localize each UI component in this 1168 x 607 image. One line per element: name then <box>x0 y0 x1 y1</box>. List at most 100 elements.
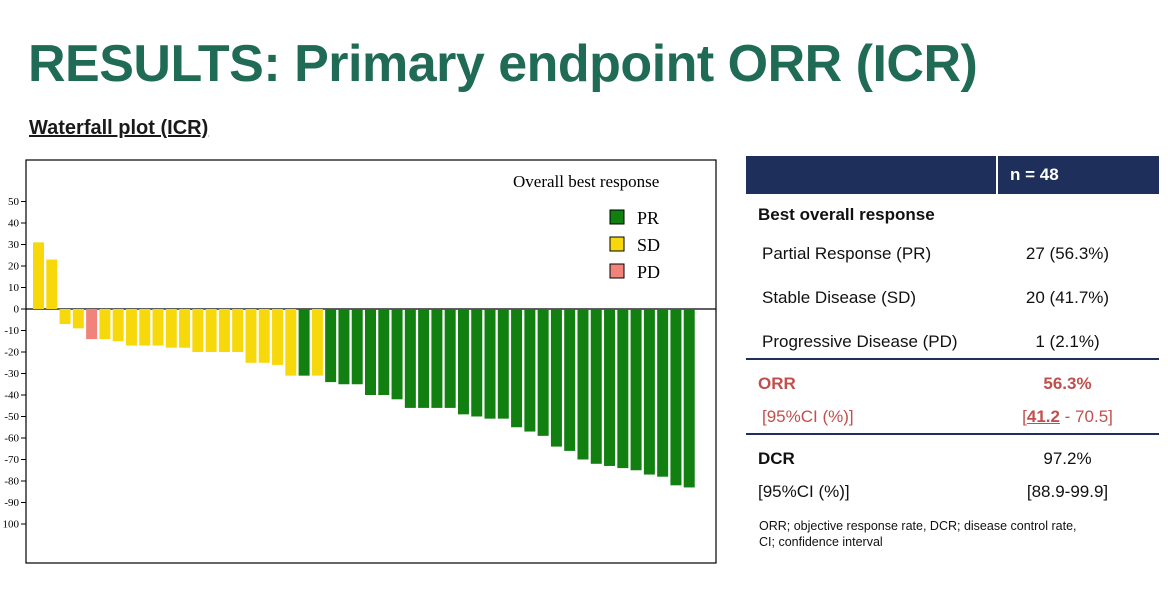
y-tick-label: 30 <box>8 239 20 251</box>
orr-ci-value: [41.2 - 70.5] <box>976 407 1159 427</box>
y-tick-label: 0 <box>14 304 20 316</box>
bar-pr <box>298 309 310 376</box>
bar-sd <box>46 259 58 309</box>
bar-sd <box>258 309 270 363</box>
orr-ci-row: [95%CI (%)] [41.2 - 70.5] <box>746 402 1159 432</box>
bar-sd <box>72 309 84 329</box>
table-divider <box>746 433 1159 435</box>
row-value: 1 (2.1%) <box>1035 332 1100 351</box>
bar-sd <box>285 309 297 376</box>
table-row: Progressive Disease (PD) 1 (2.1%) <box>746 327 1159 357</box>
footnote-line: ORR; objective response rate, DCR; disea… <box>759 519 1077 533</box>
bar-sd <box>59 309 71 325</box>
orr-ci-label: [95%CI (%)] <box>762 407 854 426</box>
legend-label-pr: PR <box>637 208 659 228</box>
row-label: Progressive Disease (PD) <box>762 332 958 351</box>
orr-ci-low: 41.2 <box>1026 407 1060 426</box>
bar-pr <box>643 309 655 475</box>
legend-swatch-pr <box>609 209 625 225</box>
bar-pr <box>524 309 536 432</box>
bar-sd <box>152 309 164 346</box>
row-label: Partial Response (PR) <box>762 244 932 263</box>
bar-pr <box>444 309 456 408</box>
y-tick-label: -70 <box>4 454 19 466</box>
bar-sd <box>165 309 177 348</box>
y-tick-label: 100 <box>3 519 20 531</box>
row-value: 27 (56.3%) <box>1025 244 1110 263</box>
y-tick-label: -50 <box>4 411 19 423</box>
bar-sd <box>125 309 137 346</box>
results-table: n = 48 Best overall response Partial Res… <box>746 156 1159 501</box>
bar-sd <box>232 309 244 352</box>
bar-sd <box>192 309 204 352</box>
bar-pr <box>537 309 549 436</box>
y-tick-label: 10 <box>8 282 20 294</box>
plot-frame <box>25 159 717 564</box>
row-value: 20 (41.7%) <box>1025 288 1110 307</box>
sample-size: n = 48 <box>1010 165 1059 184</box>
bar-sd <box>33 242 44 309</box>
dcr-ci-row: [95%CI (%)] [88.9-99.9] <box>746 477 1159 507</box>
y-tick-label: -10 <box>4 325 19 337</box>
bar-sd <box>245 309 257 363</box>
bar-pr <box>670 309 682 486</box>
orr-value: 56.3% <box>1043 374 1092 393</box>
bar-pr <box>497 309 509 419</box>
bar-pd <box>86 309 98 340</box>
bars-group <box>33 242 695 488</box>
bar-pr <box>590 309 602 464</box>
header-divider <box>996 156 998 194</box>
bar-pr <box>431 309 443 408</box>
bar-pr <box>404 309 416 408</box>
row-label: Stable Disease (SD) <box>762 288 917 307</box>
bar-pr <box>457 309 469 415</box>
y-axis: 50403020100-10-20-30-40-50-60-70-80-9010… <box>3 196 26 531</box>
bar-pr <box>564 309 576 451</box>
bar-pr <box>338 309 350 385</box>
bar-pr <box>365 309 376 395</box>
bar-pr <box>683 309 695 488</box>
y-tick-label: 40 <box>8 218 20 230</box>
best-overall-response-heading: Best overall response <box>758 205 935 224</box>
legend-title: Overall best response <box>513 172 659 191</box>
bar-sd <box>311 309 323 376</box>
y-tick-label: 50 <box>8 196 20 208</box>
y-tick-label: -20 <box>4 347 19 359</box>
dcr-value: 97.2% <box>1043 449 1092 468</box>
dcr-label: DCR <box>758 449 795 468</box>
bar-pr <box>391 309 403 400</box>
y-tick-label: -60 <box>4 433 19 445</box>
table-row: Partial Response (PR) 27 (56.3%) <box>746 239 1159 269</box>
orr-ci-rest: - 70.5] <box>1059 407 1113 426</box>
bar-pr <box>325 309 337 383</box>
y-tick-label: -80 <box>4 476 19 488</box>
legend-label-pd: PD <box>637 262 660 282</box>
bar-sd <box>112 309 124 342</box>
orr-row: ORR 56.3% <box>746 369 1159 399</box>
bar-sd <box>205 309 217 352</box>
bar-sd <box>139 309 151 346</box>
bar-pr <box>550 309 562 447</box>
bar-pr <box>471 309 483 417</box>
legend-label-sd: SD <box>637 235 660 255</box>
legend-swatch-sd <box>609 236 625 252</box>
bar-pr <box>617 309 629 469</box>
bar-pr <box>484 309 496 419</box>
y-tick-label: 20 <box>8 261 20 273</box>
dcr-row: DCR 97.2% <box>746 444 1159 474</box>
legend-swatch-pd <box>609 263 625 279</box>
chart-subtitle: Waterfall plot (ICR) <box>29 117 209 139</box>
dcr-ci-value: [88.9-99.9] <box>1026 482 1109 501</box>
bar-pr <box>511 309 523 428</box>
bar-pr <box>657 309 669 477</box>
orr-label: ORR <box>758 374 796 393</box>
table-header: n = 48 <box>746 156 1159 194</box>
y-tick-label: -30 <box>4 368 19 380</box>
bar-pr <box>351 309 363 385</box>
dcr-ci-label: [95%CI (%)] <box>758 482 850 501</box>
bar-pr <box>577 309 589 460</box>
bar-sd <box>218 309 230 352</box>
orr-ci-open: [ <box>1022 407 1027 426</box>
y-tick-label: -40 <box>4 390 19 402</box>
footnote: ORR; objective response rate, DCR; disea… <box>759 518 1159 550</box>
